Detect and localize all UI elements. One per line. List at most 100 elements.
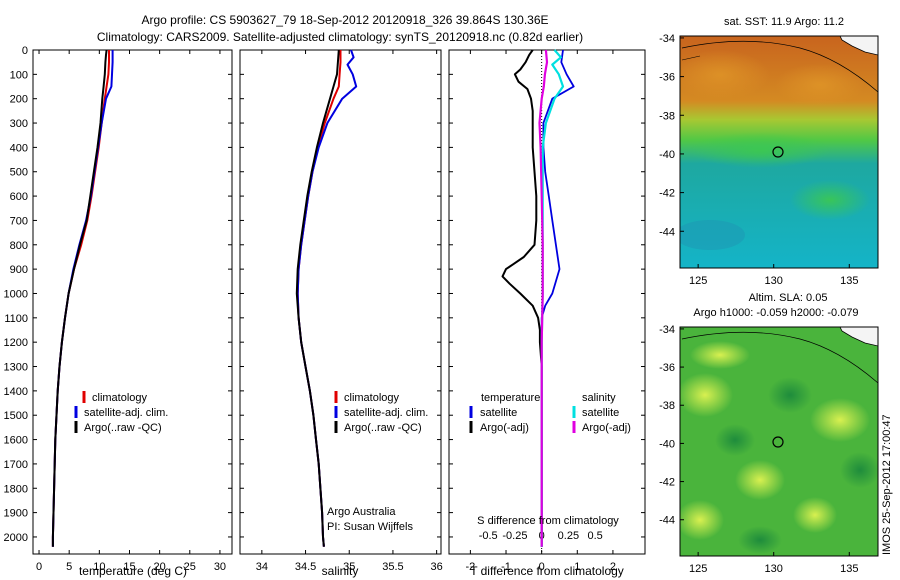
sst-map-frame [679, 35, 879, 269]
sla-map-frame [679, 326, 879, 557]
series-salinity-satellite [296, 49, 358, 547]
map-y-tick-label: -34 [659, 33, 675, 45]
x-tick-label: 5 [66, 561, 72, 573]
series-differences-s_sat [540, 49, 565, 547]
sla-map [680, 327, 878, 556]
s-diff-tick-label: 0.25 [558, 530, 579, 542]
depth-tick-label: 900 [10, 264, 28, 276]
s-diff-tick-label: 0.5 [587, 530, 602, 542]
legend-label-climatology: climatology [344, 392, 400, 404]
x-tick-label: -1 [501, 561, 511, 573]
map-y-tick-label: -42 [659, 477, 675, 489]
x-tick-label: 30 [214, 561, 226, 573]
series-temperature-satellite [51, 50, 114, 547]
sla-map-title2: Argo h1000: -0.059 h2000: -0.079 [693, 307, 858, 319]
header-line1: Argo profile: CS 5903627_79 18-Sep-2012 … [142, 13, 549, 27]
map-x-tick-label: 135 [840, 563, 858, 575]
difference-xlabel: T difference from climatology [470, 564, 624, 578]
map-y-tick-label: -42 [659, 188, 675, 200]
series-salinity-argo [295, 49, 340, 547]
institution-annotation: Argo Australia [327, 506, 396, 518]
sla-map-ticks: 125 130 135 -34 -36 -38 -40 -42 -44 [659, 324, 858, 575]
x-tick-label: 1 [574, 561, 580, 573]
difference-legend: temperature salinity satellite Argo(-adj… [469, 392, 631, 434]
depth-tick-label: 1700 [4, 459, 28, 471]
map-y-tick-label: -38 [659, 400, 675, 412]
legend-label-climatology: climatology [92, 392, 148, 404]
s-diff-tick-label: -0.25 [502, 530, 527, 542]
depth-tick-label: 2000 [4, 532, 28, 544]
x-tick-label: 10 [93, 561, 105, 573]
map-y-tick-label: -38 [659, 110, 675, 122]
depth-tick-label: 1200 [4, 337, 28, 349]
depth-tick-label: 1900 [4, 508, 28, 520]
depth-tick-label: 1100 [4, 313, 28, 325]
legend-label-s-argo: Argo(-adj) [582, 422, 631, 434]
depth-tick-label: 500 [10, 167, 28, 179]
depth-tick-label: 100 [10, 69, 28, 81]
legend-label-satellite: satellite-adj. clim. [344, 407, 428, 419]
legend-label-t-argo: Argo(-adj) [480, 422, 529, 434]
depth-tick-label: 200 [10, 94, 28, 106]
salinity-legend: climatology satellite-adj. clim. Argo(..… [334, 391, 428, 434]
x-tick-label: 15 [123, 561, 135, 573]
map-x-tick-label: 125 [689, 275, 707, 287]
legend-label-satellite: satellite-adj. clim. [84, 407, 168, 419]
depth-tick-label: 0 [22, 45, 28, 57]
salinity-xlabel: salinity [322, 564, 359, 578]
depth-tick-label: 800 [10, 240, 28, 252]
depth-tick-label: 400 [10, 142, 28, 154]
legend-label-s-sat: satellite [582, 407, 619, 419]
depth-tick-label: 1000 [4, 288, 28, 300]
legend-label-t-sat: satellite [480, 407, 517, 419]
sst-map-ticks: 125 130 135 -34 -36 -38 -40 -42 -44 [659, 33, 858, 287]
salinity-panel-frame [239, 49, 442, 555]
x-tick-label: 36 [431, 561, 443, 573]
legend-label-argo: Argo(..raw -QC) [344, 422, 422, 434]
s-diff-tick-label: -0.5 [479, 530, 498, 542]
x-tick-label: 34 [256, 561, 268, 573]
x-tick-label: 0 [36, 561, 42, 573]
series-differences-t_argo [501, 49, 543, 547]
map-y-tick-label: -36 [659, 72, 675, 84]
legend-sal-title: salinity [582, 392, 616, 404]
map-x-tick-label: 135 [840, 275, 858, 287]
x-tick-label: -2 [465, 561, 475, 573]
side-timestamp-label: IMOS 25-Sep-2012 17:00:47 [881, 414, 893, 555]
pi-annotation: PI: Susan Wijffels [327, 521, 413, 533]
sst-map-title: sat. SST: 11.9 Argo: 11.2 [724, 16, 844, 28]
series-temperature-argo [51, 49, 108, 547]
legend-temp-title: temperature [481, 392, 540, 404]
map-y-tick-label: -34 [659, 324, 675, 336]
depth-tick-label: 1300 [4, 362, 28, 374]
x-tick-label: 35.5 [382, 561, 403, 573]
temperature-xlabel: temperature (deg C) [79, 564, 187, 578]
map-y-tick-label: -44 [659, 226, 675, 238]
depth-axis-ticks: 0 100 200 300 400 500 600 700 800 900 1000 1100 1200… [4, 45, 645, 544]
header-line2: Climatology: CARS2009. Satellite-adjuste… [97, 30, 583, 44]
difference-xlabel-top: S difference from climatology [477, 515, 619, 527]
temperature-panel-frame [32, 49, 233, 555]
x-axis-ticks: 0 5 10 15 20 25 30 34 34.5 35 35.5 36 -2 -1 0 1 2 -0.5 -0.… [36, 50, 616, 573]
map-y-tick-label: -44 [659, 515, 675, 527]
legend-label-argo: Argo(..raw -QC) [84, 422, 162, 434]
sst-map [680, 36, 878, 268]
x-tick-label: 34.5 [295, 561, 316, 573]
depth-tick-label: 1800 [4, 483, 28, 495]
depth-tick-label: 1600 [4, 435, 28, 447]
series-differences-s_argo [538, 49, 549, 547]
x-tick-label: 0 [539, 561, 545, 573]
x-tick-label: 35 [343, 561, 355, 573]
sla-map-title1: Altim. SLA: 0.05 [749, 292, 828, 304]
series-layer [51, 49, 575, 547]
map-x-tick-label: 130 [765, 563, 783, 575]
depth-tick-label: 600 [10, 191, 28, 203]
x-tick-label: 25 [184, 561, 196, 573]
map-x-tick-label: 125 [689, 563, 707, 575]
map-y-tick-label: -36 [659, 362, 675, 374]
temperature-legend: climatology satellite-adj. clim. Argo(..… [74, 391, 168, 434]
depth-tick-label: 700 [10, 215, 28, 227]
x-tick-label: 20 [154, 561, 166, 573]
map-x-tick-label: 130 [765, 275, 783, 287]
